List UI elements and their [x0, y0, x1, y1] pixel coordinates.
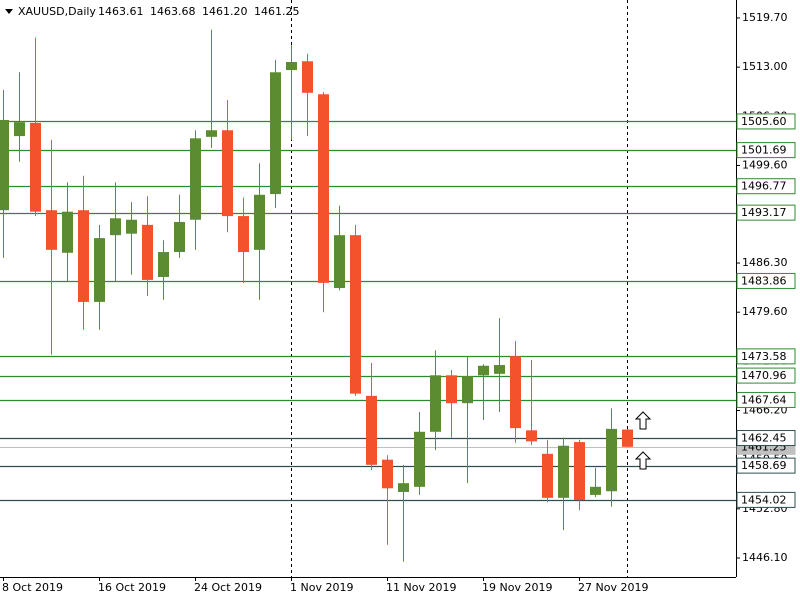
- candle-body: [366, 395, 377, 465]
- level-label-box: [736, 391, 796, 408]
- level-label: 1470.96: [741, 369, 787, 382]
- candle-body: [430, 375, 441, 432]
- level-label: 1454.02: [741, 493, 787, 506]
- candle-body: [318, 94, 329, 283]
- alert-arrow: [634, 451, 652, 470]
- candle-body: [590, 486, 601, 495]
- level-label-box: [736, 272, 796, 289]
- header-close: 1461.25: [254, 5, 300, 18]
- candle-body: [478, 365, 489, 376]
- candle-body: [350, 235, 361, 394]
- header-low: 1461.20: [202, 5, 248, 18]
- candle-body: [398, 483, 409, 492]
- candle-body: [190, 138, 201, 220]
- candle-body: [254, 194, 265, 250]
- candle-body: [414, 431, 425, 487]
- candle-body: [526, 430, 537, 442]
- header-high: 1463.68: [150, 5, 196, 18]
- level-label: 1467.64: [741, 393, 787, 406]
- candle-body: [206, 130, 217, 137]
- candle-body: [286, 61, 297, 71]
- y-tick-label: 1486.30: [742, 256, 788, 269]
- candle-body: [110, 218, 121, 236]
- x-tick-label: 11 Nov 2019: [386, 581, 456, 594]
- y-tick-label: 1513.00: [742, 60, 788, 73]
- candle-body: [126, 219, 137, 234]
- x-tick-label: 24 Oct 2019: [194, 581, 262, 594]
- level-label-box: [736, 367, 796, 384]
- candle-body: [462, 376, 473, 404]
- candle-body: [494, 365, 505, 374]
- level-label: 1496.77: [741, 180, 787, 193]
- level-label-box: [736, 457, 796, 474]
- candle-body: [30, 122, 41, 212]
- menu-arrow: [5, 9, 13, 14]
- level-label: 1483.86: [741, 274, 787, 287]
- header-open: 1463.61: [98, 5, 144, 18]
- candle-body: [158, 252, 169, 277]
- frame: XAUUSD,Daily 1463.61 1463.68 1461.20 146…: [0, 0, 737, 578]
- level-label: 1473.58: [741, 350, 787, 363]
- x-tick-label: 8 Oct 2019: [2, 581, 63, 594]
- alert-arrow: [634, 411, 652, 430]
- candle-body: [270, 72, 281, 195]
- level-label-box: [736, 430, 796, 447]
- candle-body: [174, 221, 185, 253]
- x-tick-label: 1 Nov 2019: [290, 581, 353, 594]
- y-tick-label: 1446.10: [742, 551, 788, 564]
- x-tick-label: 27 Nov 2019: [578, 581, 648, 594]
- chart-symbol: XAUUSD,Daily: [18, 5, 96, 18]
- candle-body: [510, 356, 521, 429]
- level-label: 1458.69: [741, 459, 787, 472]
- level-label: 1501.69: [741, 144, 787, 157]
- candle-body: [382, 459, 393, 489]
- level-label-box: [736, 113, 796, 130]
- candle-body: [606, 428, 617, 492]
- candle-body: [0, 119, 9, 211]
- candle-body: [142, 224, 153, 280]
- level-label-box: [736, 204, 796, 221]
- candle-body: [622, 429, 633, 447]
- candle-body: [46, 210, 57, 250]
- level-label: 1462.45: [741, 432, 787, 445]
- y-tick-label: 1499.60: [742, 158, 788, 171]
- level-label: 1493.17: [741, 206, 787, 219]
- y-tick-label: 1479.60: [742, 305, 788, 318]
- candle-body: [334, 235, 345, 288]
- x-tick-label: 19 Nov 2019: [482, 581, 552, 594]
- candle-body: [542, 453, 553, 498]
- candle-body: [14, 122, 25, 137]
- candle-body: [446, 375, 457, 404]
- candle-body: [78, 210, 89, 302]
- level-label-box: [736, 142, 796, 159]
- candle-body: [574, 442, 585, 501]
- level-label-box: [736, 178, 796, 195]
- level-label-box: [736, 491, 796, 508]
- candle-body: [222, 130, 233, 217]
- candle-body: [62, 211, 73, 253]
- level-label-box: [736, 348, 796, 365]
- y-tick-label: 1519.70: [742, 11, 788, 24]
- x-tick-label: 16 Oct 2019: [98, 581, 166, 594]
- candle-body: [558, 445, 569, 498]
- candle-body: [302, 61, 313, 93]
- level-label: 1505.60: [741, 115, 787, 128]
- candle-body: [94, 238, 105, 302]
- candle-body: [238, 216, 249, 253]
